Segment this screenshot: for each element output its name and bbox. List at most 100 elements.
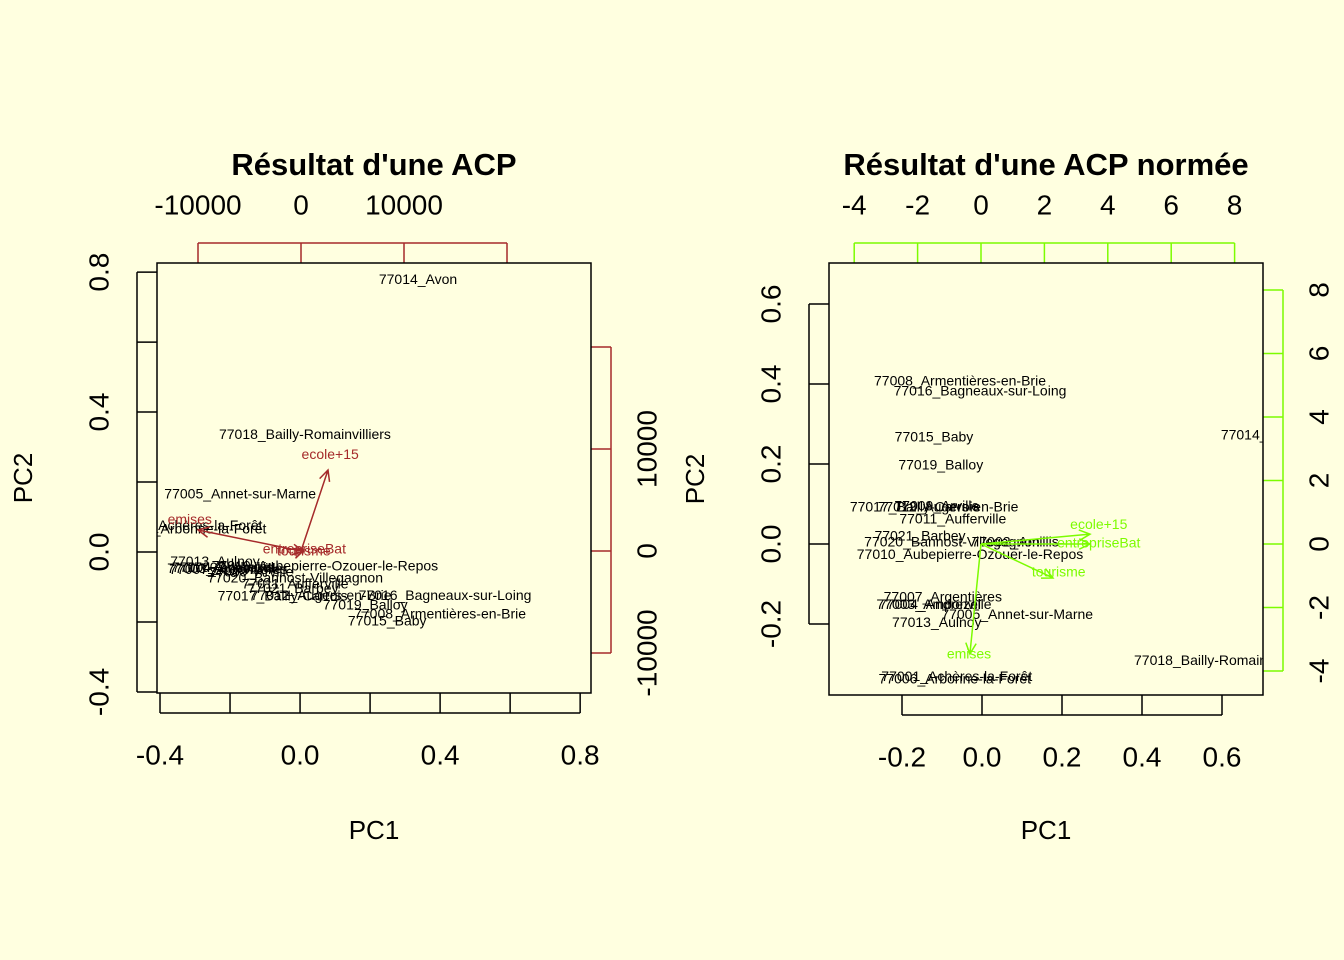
point-label: 77015_Baby [895, 429, 974, 445]
arrow [981, 538, 1092, 550]
point-label: 77015_Baby [348, 613, 427, 629]
point-label: 77002_Amillis [186, 559, 273, 575]
point-label: 77009_Arville [894, 498, 979, 514]
x2-tick-label: 6 [1163, 189, 1179, 220]
y-tick-label: 0.8 [83, 253, 114, 292]
point-label: 77021_Barbey [874, 528, 965, 544]
point-label: 77006_Arbonne-la-Forêt [114, 521, 267, 537]
y-axis-label: PC2 [680, 454, 710, 505]
y2-tick-label: 2 [1303, 473, 1334, 489]
x2-tick-label: 0 [293, 189, 309, 220]
plot-area: 77001_Achères-la-Forêt 77002_Amillis77003… [111, 271, 532, 629]
point-label: 77020_Bannost-Villegagnon [864, 534, 1040, 550]
x-tick-label: 0.4 [421, 739, 460, 770]
point-label: 77003_Amponville [876, 596, 991, 612]
arrow-label: ecole+15 [302, 446, 359, 462]
point-label: 77001_Achères-la-Forêt [881, 668, 1032, 684]
point-label: 77005_Annet-sur-Marne [941, 606, 1093, 622]
y2-tick-label: -4 [1303, 659, 1334, 684]
point-label: 77008_Armentières-en-Brie [874, 373, 1046, 389]
x-tick-label: 0.0 [281, 739, 320, 770]
x-tick-label: 0.6 [1203, 741, 1242, 772]
chart-title: Résultat d'une ACP [231, 147, 516, 182]
y-tick-label: 0.0 [83, 533, 114, 572]
y-axis-label: PC2 [8, 453, 38, 504]
point-label: 77014_Avon [1221, 427, 1299, 443]
arrow [980, 543, 1055, 579]
point-label: 77001_Achères-la-Forêt [111, 517, 262, 533]
arrow [980, 529, 1092, 545]
biplot-panel: Résultat d'une ACP normée PC1 PC2 -0.2 0.0 0.… [680, 147, 1335, 845]
point-label: 77006_Arbonne-la-Forêt [879, 671, 1032, 687]
plot-area: 77001_Achères-la-Forêt77002_Amillis77003… [850, 373, 1299, 687]
x2-tick-label: 2 [1037, 189, 1053, 220]
point-label: 77011_Aufferville [242, 576, 349, 592]
y-tick-label: 0.6 [755, 285, 786, 324]
point-label: 77021_Barbey [248, 580, 339, 596]
point-label: 77004_Andrezel [172, 559, 274, 575]
point-label: 77004_Andrezel [879, 596, 981, 612]
point-label: 77020_Bannost-Villegagnon [207, 570, 383, 586]
y2-tick-label: 6 [1303, 346, 1334, 362]
point-label: 77017_Bailly-Carrois [218, 587, 348, 603]
x2-tick-label: 4 [1100, 189, 1116, 220]
arrow [965, 543, 982, 656]
point-label: 77013_Aulnoy [892, 614, 982, 630]
y2-tick-label: 8 [1303, 282, 1334, 298]
x-tick-label: 0.4 [1123, 741, 1162, 772]
arrow-label: entrepriseBat [1057, 535, 1140, 551]
y-tick-label: 0.4 [83, 393, 114, 432]
y-tick-label: 0.4 [755, 365, 786, 404]
x2-tick-label: 10000 [365, 189, 443, 220]
point-label: 77009_Arville [209, 564, 294, 580]
arrow-label: tourisme [277, 542, 331, 558]
plot-box [156, 262, 592, 694]
arrow [196, 526, 302, 552]
point-label: 77013_Aulnoy [170, 553, 260, 569]
y-tick-label: -0.2 [755, 600, 786, 648]
point-label: 77019_Balloy [323, 597, 408, 613]
x2-tick-label: -2 [905, 189, 930, 220]
x-tick-label: 0.8 [561, 739, 600, 770]
point-label: 77017_Bailly-Carrois [850, 499, 980, 515]
x-tick-label: -0.4 [136, 739, 184, 770]
arrow-label: tourisme [1032, 563, 1086, 579]
x-tick-label: 0.2 [1043, 741, 1082, 772]
arrow [291, 543, 306, 556]
x2-tick-label: 8 [1227, 189, 1243, 220]
point-label: 77008_Armentières-en-Brie [354, 606, 526, 622]
x-axis-label: PC1 [349, 815, 400, 845]
y-tick-label: 0.0 [755, 525, 786, 564]
y2-tick-label: 10000 [631, 410, 662, 488]
y2-tick-label: 0 [631, 543, 662, 559]
point-label: 77010_Aubepierre-Ozouer-le-Repos [857, 546, 1083, 562]
point-label: 77007_Argentières [884, 589, 1002, 605]
arrow-label: entrepriseBat [263, 541, 346, 557]
point-label: 77011_Aufferville [899, 511, 1006, 527]
plot-box [828, 262, 1264, 696]
point-label: 77007_Argentières [169, 561, 287, 577]
point-label: 77018_Bailly-Romainvilliers [219, 426, 391, 442]
y-tick-label: 0.2 [755, 445, 786, 484]
point-label: 77016_Bagneaux-sur-Loing [359, 587, 532, 603]
arrow-label: emises [168, 511, 212, 527]
y2-tick-label: 4 [1303, 409, 1334, 425]
point-label: 77003_Amponville [167, 560, 282, 576]
point-label: 77012_Augers-en-Brie [878, 499, 1019, 515]
x2-tick-label: -10000 [154, 189, 241, 220]
point-label: 77010_Aubepierre-Ozouer-le-Repos [212, 558, 438, 574]
arrow [300, 468, 331, 552]
point-label: 77019_Balloy [898, 457, 983, 473]
chart-title: Résultat d'une ACP normée [843, 147, 1248, 182]
point-label: 77005_Annet-sur-Marne [164, 486, 316, 502]
x-tick-label: 0.0 [963, 741, 1002, 772]
biplot-panel: Résultat d'une ACP PC1 PC2 -0.4 0.0 0.4 0.8 -0.… [8, 147, 663, 845]
x-tick-label: -0.2 [878, 741, 926, 772]
x2-tick-label: 0 [973, 189, 989, 220]
point-label: 77014_Avon [379, 271, 457, 287]
point-label: 77012_Augers-en-Brie [251, 587, 392, 603]
arrow-label: emises [947, 645, 991, 661]
y2-tick-label: -10000 [631, 609, 662, 696]
point-label: 77016_Bagneaux-sur-Loing [894, 383, 1067, 399]
